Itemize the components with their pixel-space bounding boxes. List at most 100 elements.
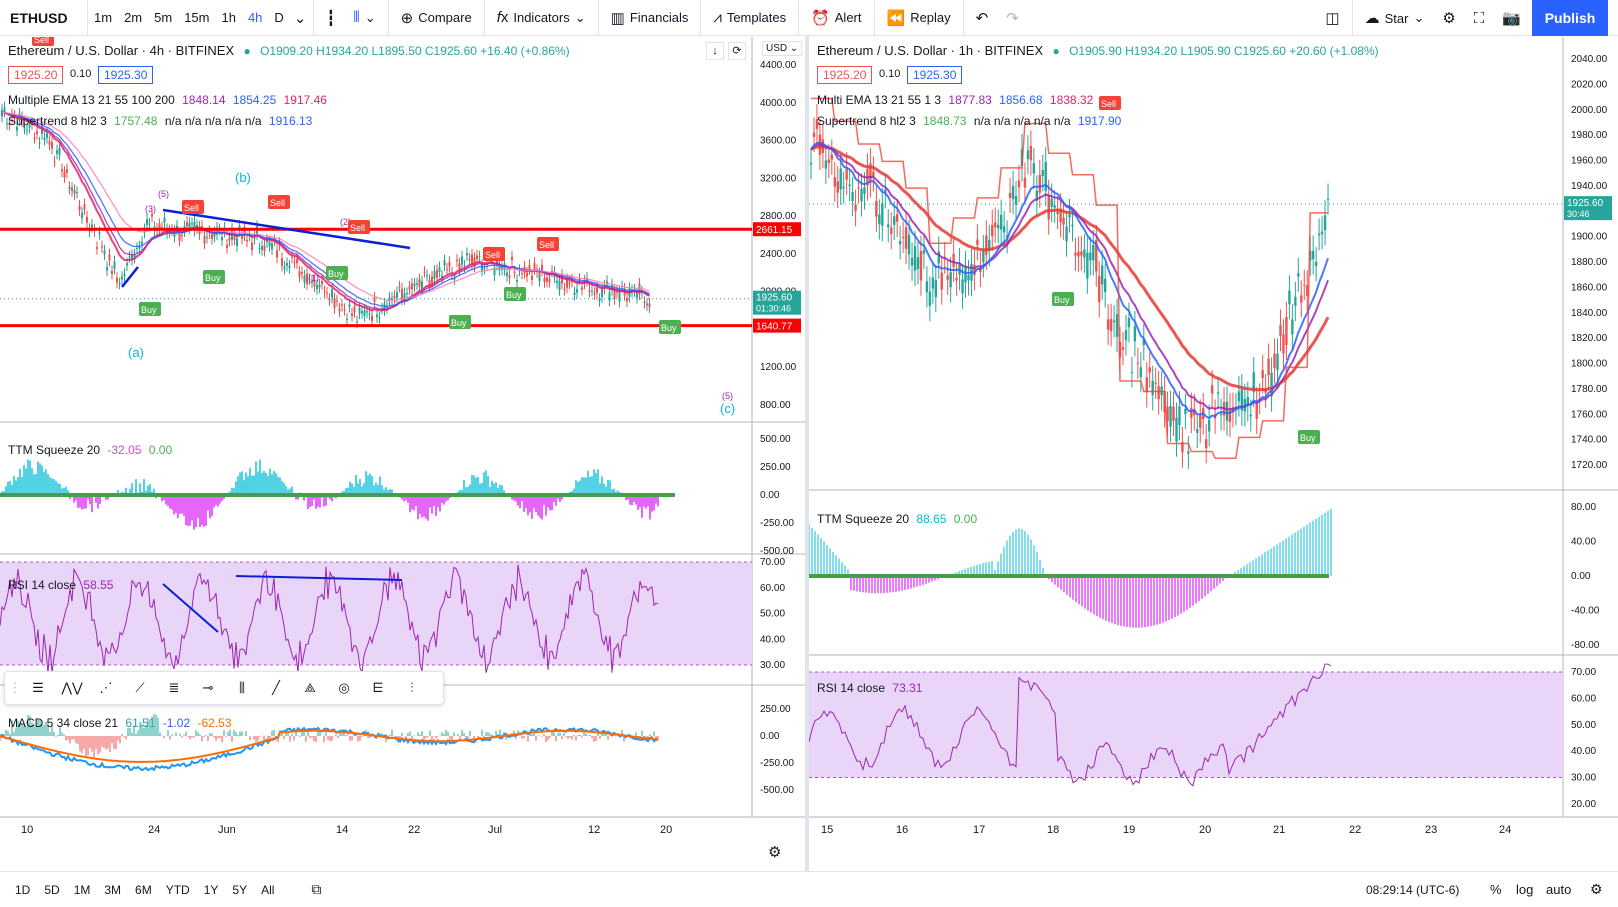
ruler-icon[interactable]: ⫶: [410, 680, 414, 695]
range-6m[interactable]: 6M: [135, 882, 152, 897]
spiral-icon[interactable]: ◎: [338, 680, 350, 695]
channel-icon[interactable]: ⋿: [372, 680, 384, 695]
auto-toggle[interactable]: auto: [1546, 882, 1572, 897]
range-1y[interactable]: 1Y: [203, 882, 219, 897]
indicators-button[interactable]: fx Indicators ⌄: [488, 0, 595, 36]
abc-pattern-icon[interactable]: ⋰: [99, 680, 113, 695]
left-bid-box[interactable]: 1925.20: [8, 66, 64, 84]
bars-style-button[interactable]: ┇: [317, 0, 344, 36]
left-ema-legend[interactable]: Multiple EMA 13 21 55 100 200 1848.14 18…: [8, 93, 327, 107]
scroll-down-button[interactable]: ↓: [706, 42, 724, 60]
fib-icon[interactable]: ≣: [168, 680, 180, 695]
symbol-search[interactable]: ETHUSD: [0, 0, 88, 36]
date-axis-label: 23: [1425, 824, 1437, 836]
candle: [1038, 174, 1041, 193]
wave-pattern-icon[interactable]: ⋀⋁: [61, 680, 83, 695]
interval-5m[interactable]: 5m: [154, 9, 173, 25]
candle: [181, 234, 183, 237]
vertical-lines-icon[interactable]: ⫼: [239, 680, 245, 695]
left-macd-legend[interactable]: MACD 5 34 close 21 61.51 -1.02 -62.53: [8, 716, 232, 730]
price-axis-label: 1880.00: [1571, 257, 1608, 268]
right-st-label: Supertrend 8 hl2 3: [817, 114, 916, 128]
range-all[interactable]: All: [261, 882, 275, 897]
undo-button[interactable]: ↶: [967, 0, 998, 36]
publish-button[interactable]: Publish: [1532, 0, 1608, 36]
settings-gear-icon[interactable]: ⚙: [1590, 881, 1603, 897]
compare-button[interactable]: ⊕ Compare: [392, 0, 481, 36]
chart-settings-gear[interactable]: ⚙: [768, 843, 781, 861]
range-5y[interactable]: 5Y: [232, 882, 248, 897]
rsi-axis-label: 50.00: [1571, 720, 1596, 731]
right-ttm-legend[interactable]: TTM Squeeze 20 88.65 0.00: [817, 512, 977, 526]
candle: [123, 273, 126, 277]
price-axis-label: 1900.00: [1571, 232, 1608, 243]
star-button[interactable]: ☁ Star ⌄: [1356, 0, 1434, 36]
left-chart[interactable]: 4400.00 4000.00 3600.00 3200.00 2800.00 2400.…: [0, 37, 806, 871]
candle: [338, 308, 341, 312]
left-chart-canvas[interactable]: 4400.00 4000.00 3600.00 3200.00 2800.00 2400.…: [0, 37, 806, 871]
date-axis-label: 16: [896, 824, 908, 836]
right-chart-canvas[interactable]: 2040.002020.002000.001980.001960.001940.…: [809, 37, 1618, 871]
pattern-icon[interactable]: ⟁: [304, 680, 316, 695]
horizontal-lines-icon[interactable]: ☰: [32, 680, 44, 695]
chevron-down-icon[interactable]: ⌄: [293, 9, 307, 27]
candle: [1071, 224, 1074, 227]
snapshot-button[interactable]: 📷: [1493, 0, 1530, 36]
range-ytd[interactable]: YTD: [165, 882, 190, 897]
clock-time[interactable]: 08:29:14 (UTC-6): [1366, 882, 1460, 897]
candle: [436, 270, 438, 278]
range-5d[interactable]: 5D: [44, 882, 60, 897]
range-1d[interactable]: 1D: [15, 882, 31, 897]
candle: [884, 189, 887, 193]
right-chart[interactable]: 2040.00 2020.00 2000.00 1980.00 1960.00 1940.…: [809, 37, 1618, 871]
horizontal-ray-icon[interactable]: ⊸: [202, 680, 214, 695]
left-ttm-value-2: 0.00: [148, 443, 173, 457]
replay-button[interactable]: ⏪ Replay: [878, 0, 960, 36]
candle: [221, 236, 223, 241]
drawing-toolbar[interactable]: ⋮ ☰ ⋀⋁ ⋰ ⟋ ≣ ⊸ ⫼ ╱ ⟁ ◎ ⋿ ⫶: [4, 671, 444, 705]
templates-button[interactable]: ⩘ Templates: [704, 0, 795, 36]
left-rsi-legend[interactable]: RSI 14 close 58.55: [8, 578, 113, 592]
interval-D[interactable]: D: [274, 9, 284, 25]
reset-chart-button[interactable]: ⟳: [728, 42, 746, 60]
left-ask-box[interactable]: 1925.30: [98, 66, 154, 84]
right-ema-legend[interactable]: Multi EMA 13 21 55 1 3 1877.83 1856.68 1…: [817, 93, 1093, 107]
fullscreen-button[interactable]: ⛶: [1465, 0, 1494, 36]
interval-1h[interactable]: 1h: [221, 9, 236, 25]
candle: [999, 214, 1003, 230]
left-ttm-legend[interactable]: TTM Squeeze 20 -32.05 0.00: [8, 443, 172, 457]
candle: [546, 277, 548, 282]
layout-button[interactable]: ◫: [1316, 0, 1348, 36]
alert-button[interactable]: ⏰ Alert: [802, 0, 870, 36]
right-ask-box[interactable]: 1925.30: [907, 66, 963, 84]
rsi-axis-label: 60.00: [760, 583, 785, 594]
candle: [1098, 276, 1101, 303]
candle: [318, 284, 321, 288]
right-rsi-legend[interactable]: RSI 14 close 73.31: [817, 681, 922, 695]
percent-toggle[interactable]: %: [1490, 882, 1502, 897]
log-toggle[interactable]: log: [1516, 882, 1534, 897]
left-supertrend-legend[interactable]: Supertrend 8 hl2 3 1757.48 n/a n/a n/a n…: [8, 114, 312, 128]
range-3m[interactable]: 3M: [104, 882, 122, 897]
interval-1m[interactable]: 1m: [94, 9, 113, 25]
financials-button[interactable]: ▥ Financials: [602, 0, 698, 36]
drag-handle-icon[interactable]: ⋮: [8, 680, 22, 695]
chart-divider[interactable]: [806, 36, 809, 871]
right-bid-box[interactable]: 1925.20: [817, 66, 873, 84]
candle: [403, 293, 406, 300]
interval-2m[interactable]: 2m: [124, 9, 143, 25]
redo-button[interactable]: ↷: [997, 0, 1028, 36]
trend-line-icon[interactable]: ⟋: [135, 680, 145, 695]
date-range-icon[interactable]: ⧉: [311, 881, 322, 897]
interval-4h[interactable]: 4h: [247, 9, 263, 25]
settings-button[interactable]: ⚙: [1433, 0, 1464, 36]
currency-selector[interactable]: USD ⌄: [762, 41, 803, 56]
line-icon[interactable]: ╱: [272, 680, 280, 695]
interval-15m[interactable]: 15m: [184, 9, 210, 25]
candle: [556, 280, 558, 283]
range-1m[interactable]: 1M: [73, 882, 91, 897]
candle: [446, 268, 448, 270]
chart-type-button[interactable]: ⫴ ⌄: [344, 0, 384, 36]
candle: [1228, 408, 1232, 423]
right-supertrend-legend[interactable]: Supertrend 8 hl2 3 1848.73 n/a n/a n/a n…: [817, 114, 1121, 128]
